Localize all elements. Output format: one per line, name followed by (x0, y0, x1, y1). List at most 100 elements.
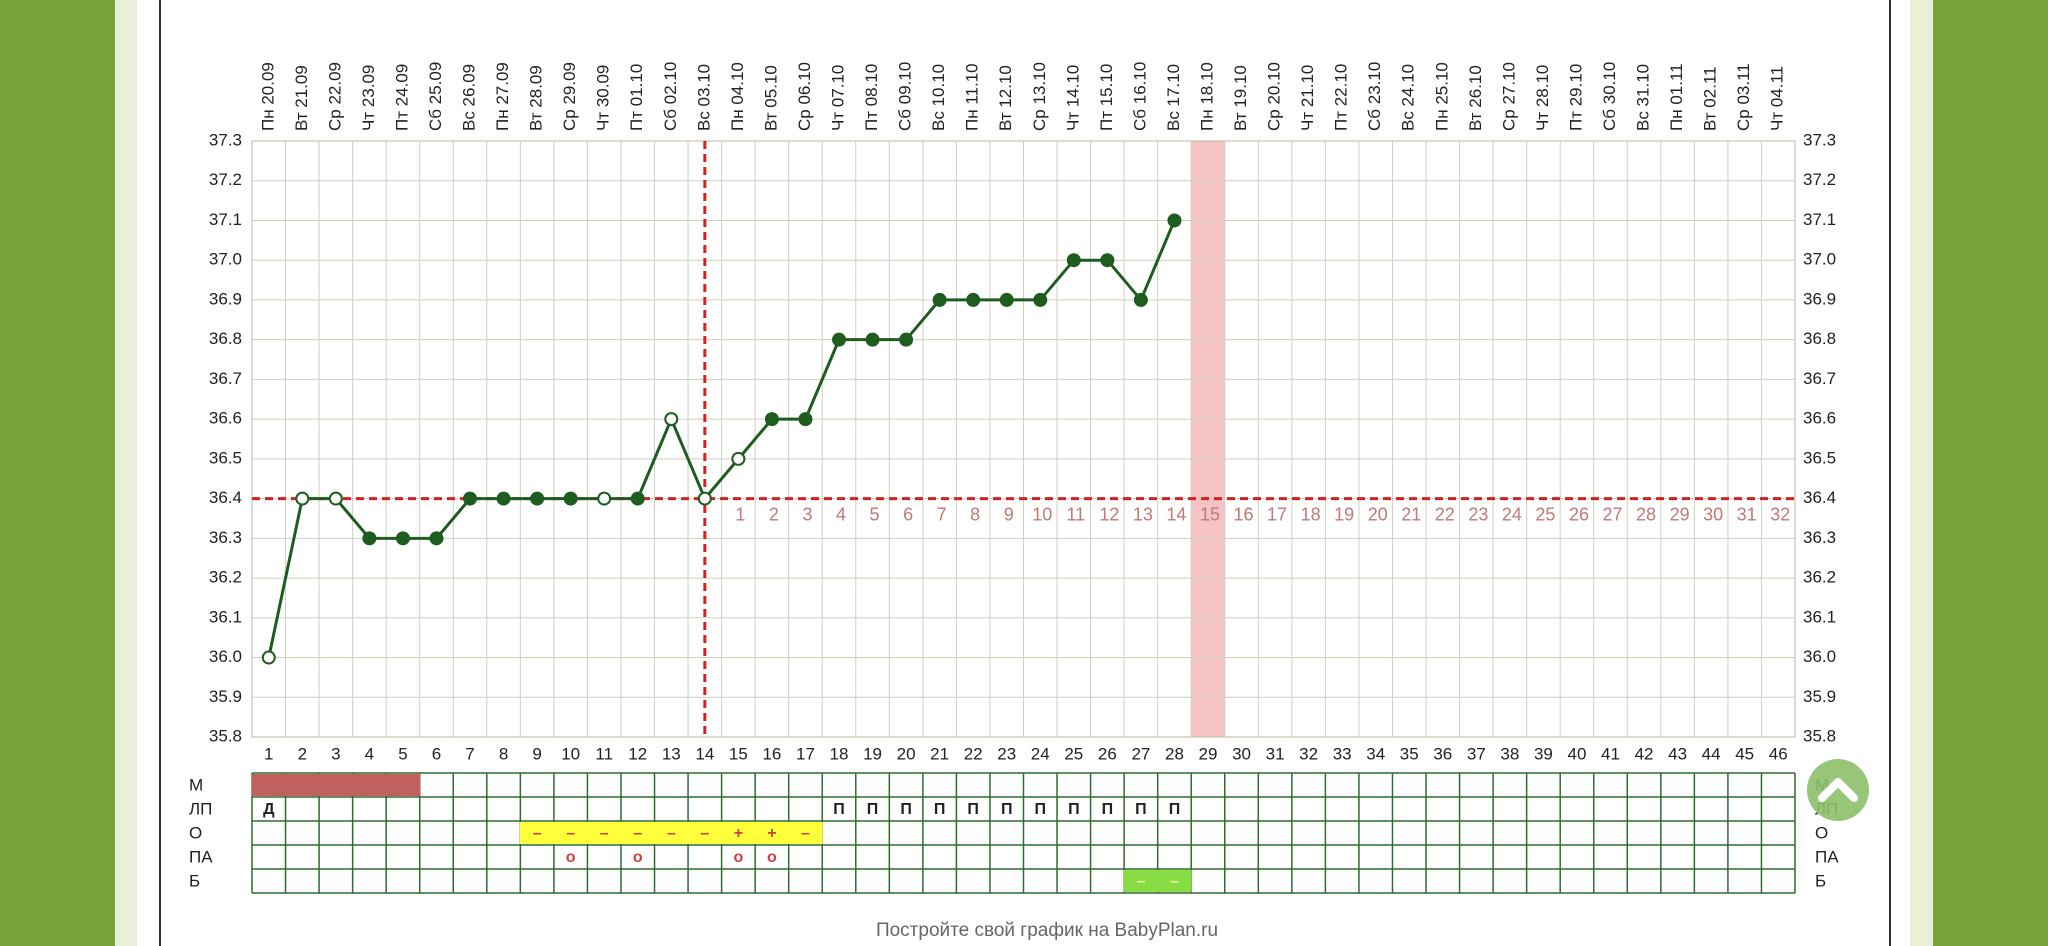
luteal-day: 13 (1133, 504, 1153, 524)
date-label: Ср 22.09 (325, 62, 344, 131)
table-mark: П (1102, 801, 1114, 818)
row-label: О (189, 823, 202, 842)
date-label: Пт 01.10 (627, 64, 646, 131)
day-number: 30 (1232, 744, 1251, 763)
y-tick-label-right: 36.9 (1803, 289, 1836, 308)
table-fill (553, 822, 588, 844)
day-number: 16 (762, 744, 781, 763)
y-tick-label: 36.8 (209, 329, 242, 348)
luteal-day: 17 (1267, 504, 1287, 524)
temperature-point (999, 292, 1014, 307)
day-number: 40 (1568, 744, 1587, 763)
date-label: Чт 07.10 (828, 65, 847, 131)
y-tick-label-right: 36.7 (1803, 369, 1836, 388)
y-tick-label: 36.6 (209, 409, 242, 428)
y-tick-label-right: 36.0 (1803, 647, 1836, 666)
date-label: Сб 16.10 (1130, 62, 1149, 131)
table-fill (1123, 870, 1159, 892)
scroll-top-button[interactable] (1807, 759, 1869, 821)
table-mark: – (533, 825, 542, 842)
table-mark: П (900, 801, 912, 818)
table-mark: – (1170, 873, 1179, 890)
y-tick-label: 36.5 (209, 448, 242, 467)
temperature-point (563, 491, 578, 506)
date-label: Сб 02.10 (661, 62, 680, 131)
table-fill (352, 774, 387, 796)
day-number: 17 (796, 744, 815, 763)
plot-border (251, 140, 1796, 738)
y-tick-label-right: 35.9 (1803, 687, 1836, 706)
temperature-line (267, 219, 1176, 658)
date-label: Пн 11.10 (963, 63, 982, 131)
date-label: Вт 12.10 (996, 65, 1015, 131)
table-mark: П (833, 801, 845, 818)
table-fill (754, 822, 790, 844)
table-mark: о (633, 849, 643, 866)
temperature-point (1033, 292, 1048, 307)
date-label: Вт 19.10 (1231, 65, 1250, 131)
highlight-band (1191, 141, 1225, 737)
temperature-point (899, 332, 914, 347)
date-label: Сб 30.10 (1600, 62, 1619, 131)
day-number: 18 (830, 744, 849, 763)
table-fill (251, 774, 287, 796)
day-number: 4 (365, 744, 374, 763)
day-number: 19 (863, 744, 882, 763)
luteal-day: 21 (1401, 504, 1421, 524)
table-mark: + (734, 825, 743, 842)
table-mark: П (1135, 801, 1147, 818)
temperature-point (429, 531, 444, 546)
luteal-day: 18 (1301, 504, 1321, 524)
day-number: 26 (1098, 744, 1117, 763)
date-label: Вт 05.10 (761, 65, 780, 131)
row-label-right: О (1815, 823, 1828, 842)
day-number: 15 (729, 744, 748, 763)
day-number: 21 (930, 744, 949, 763)
luteal-day: 31 (1737, 504, 1757, 524)
table-mark: – (600, 825, 609, 842)
day-number: 35 (1400, 744, 1419, 763)
day-number: 31 (1266, 744, 1285, 763)
row-label-right: Б (1815, 871, 1826, 890)
y-tick-label: 36.0 (209, 647, 242, 666)
date-label: Вс 10.10 (929, 64, 948, 131)
date-label: Чт 30.09 (594, 65, 613, 131)
y-tick-label: 35.8 (209, 726, 242, 745)
scroll-top-chevron (1818, 778, 1858, 802)
y-tick-label: 35.9 (209, 687, 242, 706)
table-mark: + (767, 825, 776, 842)
date-label: Сб 09.10 (896, 62, 915, 131)
date-label: Пн 01.11 (1667, 63, 1686, 131)
y-tick-label-right: 37.3 (1803, 130, 1836, 149)
y-tick-label-right: 36.1 (1803, 607, 1836, 626)
date-label: Пт 29.10 (1566, 64, 1585, 131)
y-tick-label-right: 36.6 (1803, 409, 1836, 428)
table-mark: – (566, 825, 575, 842)
date-label: Вс 31.10 (1634, 64, 1653, 131)
date-label: Вс 17.10 (1164, 64, 1183, 131)
row-label-right: ПА (1815, 847, 1839, 866)
temperature-point (530, 491, 545, 506)
luteal-day: 8 (970, 504, 980, 524)
table-mark: П (1169, 801, 1181, 818)
day-number: 25 (1064, 744, 1083, 763)
date-label: Вс 26.09 (460, 64, 479, 131)
day-number: 29 (1199, 744, 1218, 763)
temperature-point (295, 491, 310, 506)
day-number: 43 (1668, 744, 1687, 763)
y-tick-label: 36.3 (209, 528, 242, 547)
day-number: 11 (595, 744, 613, 763)
y-tick-label: 37.0 (209, 250, 242, 269)
y-tick-label-right: 36.5 (1803, 448, 1836, 467)
day-number: 42 (1635, 744, 1654, 763)
temperature-point (865, 332, 880, 347)
y-tick-label: 36.7 (209, 369, 242, 388)
temperature-point (764, 412, 779, 427)
luteal-day: 1 (735, 504, 745, 524)
luteal-day: 24 (1502, 504, 1522, 524)
table-mark: П (1001, 801, 1013, 818)
day-number: 12 (628, 744, 647, 763)
table-mark: – (633, 825, 642, 842)
y-tick-label-right: 37.1 (1803, 210, 1836, 229)
